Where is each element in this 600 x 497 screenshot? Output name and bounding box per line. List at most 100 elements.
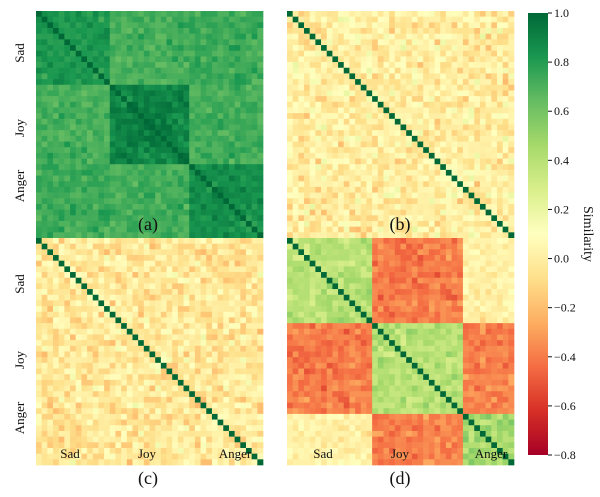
heatmap-cell: [245, 50, 252, 57]
heatmap-cell: [411, 16, 418, 23]
heatmap-cell: [217, 249, 224, 256]
heatmap-cell: [502, 56, 509, 63]
heatmap-cell: [377, 215, 384, 222]
heatmap-cell: [81, 50, 88, 57]
heatmap-cell: [240, 402, 247, 409]
heatmap-cell: [411, 113, 418, 120]
heatmap-cell: [217, 11, 224, 18]
heatmap-cell: [104, 249, 111, 256]
heatmap-cell: [47, 33, 54, 40]
heatmap-cell: [155, 39, 162, 46]
heatmap-cell: [115, 459, 122, 466]
heatmap-cell: [298, 220, 305, 227]
heatmap-cell: [132, 408, 139, 415]
heatmap-cell: [355, 198, 362, 205]
heatmap-cell: [287, 90, 294, 97]
heatmap-cell: [389, 238, 396, 245]
heatmap-cell: [234, 357, 241, 364]
heatmap-cell: [92, 198, 99, 205]
heatmap-cell: [98, 328, 105, 335]
heatmap-cell: [92, 45, 99, 52]
heatmap-cell: [81, 62, 88, 69]
heatmap-cell: [394, 124, 401, 131]
heatmap-cell: [338, 84, 345, 91]
heatmap-cell: [189, 379, 196, 386]
heatmap-cell: [400, 118, 407, 125]
heatmap-cell: [104, 294, 111, 301]
heatmap-cell: [132, 39, 139, 46]
heatmap-cell: [417, 130, 424, 137]
heatmap-cell: [496, 192, 503, 199]
heatmap-cell: [240, 198, 247, 205]
heatmap-cell: [292, 238, 299, 245]
heatmap-cell: [326, 84, 333, 91]
heatmap-cell: [58, 357, 65, 364]
heatmap-cell: [234, 220, 241, 227]
heatmap-cell: [36, 45, 43, 52]
heatmap-cell: [383, 181, 390, 188]
heatmap-cell: [149, 345, 156, 352]
heatmap-cell: [98, 11, 105, 18]
heatmap-cell: [485, 226, 492, 233]
heatmap-cell: [70, 141, 77, 148]
heatmap-cell: [109, 368, 116, 375]
heatmap-cell: [115, 33, 122, 40]
heatmap-cell: [217, 45, 224, 52]
heatmap-cell: [457, 16, 464, 23]
heatmap-cell: [53, 192, 60, 199]
heatmap-cell: [257, 323, 264, 330]
heatmap-cell: [41, 181, 48, 188]
heatmap-cell: [70, 45, 77, 52]
heatmap-cell: [121, 294, 128, 301]
heatmap-cell: [355, 118, 362, 125]
heatmap-cell: [75, 118, 82, 125]
heatmap-cell: [177, 408, 184, 415]
heatmap-cell: [326, 62, 333, 69]
heatmap-cell: [389, 16, 396, 23]
heatmap-cell: [160, 203, 167, 210]
heatmap-cell: [326, 260, 333, 267]
heatmap-cell: [228, 294, 235, 301]
heatmap-cell: [377, 67, 384, 74]
heatmap-cell: [183, 300, 190, 307]
heatmap-cell: [200, 130, 207, 137]
heatmap-cell: [36, 453, 43, 460]
heatmap-cell: [160, 260, 167, 267]
heatmap-cell: [400, 50, 407, 57]
heatmap-cell: [394, 16, 401, 23]
heatmap-cell: [245, 402, 252, 409]
heatmap-cell: [389, 135, 396, 142]
heatmap-cell: [423, 164, 430, 171]
heatmap-cell: [36, 289, 43, 296]
heatmap-cell: [155, 317, 162, 324]
heatmap-cell: [234, 96, 241, 103]
heatmap-cell: [485, 135, 492, 142]
heatmap-cell: [223, 453, 230, 460]
heatmap-cell: [92, 232, 99, 239]
heatmap-cell: [372, 152, 379, 159]
heatmap-cell: [53, 147, 60, 154]
heatmap-cell: [462, 73, 469, 80]
heatmap-cell: [75, 84, 82, 91]
heatmap-cell: [200, 107, 207, 114]
heatmap-cell: [211, 345, 218, 352]
heatmap-cell: [109, 141, 116, 148]
panel-c-ytick-2: Anger: [12, 401, 27, 434]
heatmap-cell: [109, 266, 116, 273]
heatmap-cell: [287, 260, 294, 267]
heatmap-cell: [194, 11, 201, 18]
heatmap-cell: [211, 118, 218, 125]
heatmap-cell: [36, 430, 43, 437]
heatmap-cell: [172, 220, 179, 227]
heatmap-cell: [160, 209, 167, 216]
heatmap-cell: [423, 220, 430, 227]
heatmap-cell: [206, 56, 213, 63]
heatmap-cell: [183, 238, 190, 245]
heatmap-cell: [172, 340, 179, 347]
heatmap-cell: [257, 447, 264, 454]
heatmap-cell: [468, 220, 475, 227]
heatmap-cell: [383, 198, 390, 205]
heatmap-cell: [496, 107, 503, 114]
heatmap-cell: [257, 79, 264, 86]
heatmap-cell: [81, 192, 88, 199]
